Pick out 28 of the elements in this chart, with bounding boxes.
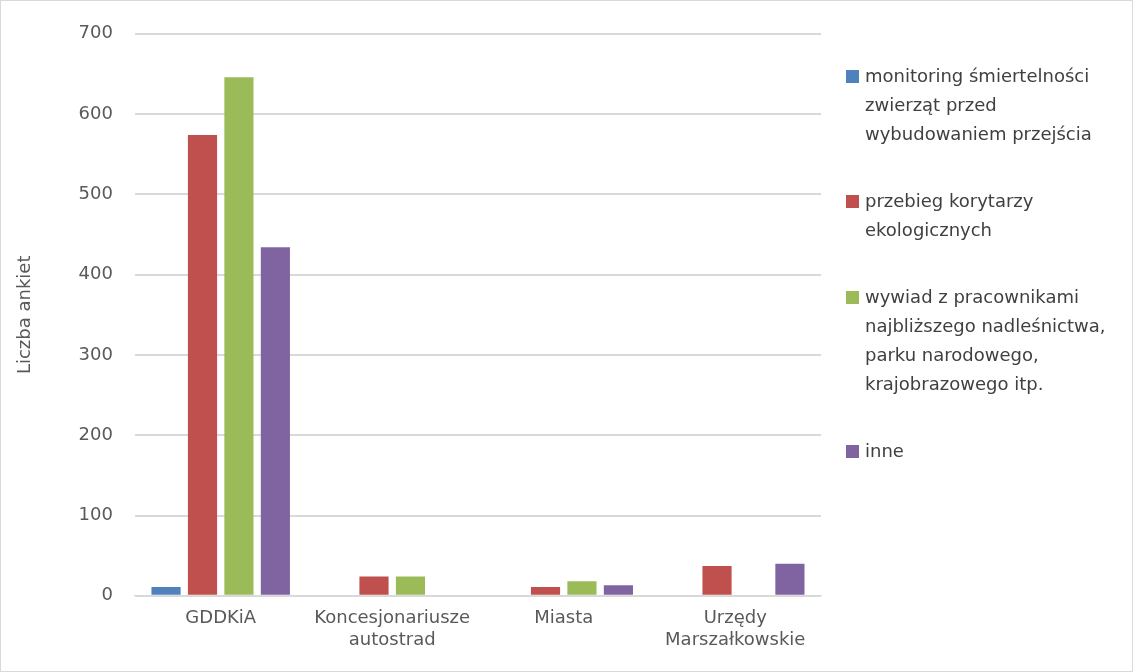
- bar: [567, 581, 597, 595]
- y-axis-title: Liczba ankiet: [13, 255, 35, 375]
- bar: [187, 134, 218, 595]
- y-tick-label: 300: [78, 342, 113, 364]
- y-tick-label: 600: [78, 101, 113, 123]
- bar: [151, 586, 181, 595]
- x-tick-label: GDDKiA: [185, 606, 257, 628]
- bar: [359, 576, 389, 595]
- y-tick-label: 0: [101, 583, 113, 605]
- bar: [395, 576, 426, 595]
- x-tick-label: Miasta: [534, 606, 594, 628]
- x-tick-label: Koncesjonariusze autostrad: [314, 606, 471, 649]
- y-tick-label: 100: [78, 503, 113, 525]
- legend-label: przebieg korytarzy ekologicznych: [865, 189, 1035, 242]
- bar: [775, 563, 805, 595]
- y-tick-label: 700: [78, 21, 113, 43]
- bar: [702, 566, 732, 595]
- legend-label: inne: [865, 439, 904, 463]
- y-tick-label: 500: [78, 182, 113, 204]
- bar: [224, 77, 254, 595]
- bar: [603, 585, 633, 595]
- legend-label: wywiad z pracownikami najbliższego nadleśnictwa, parku narodowego, krajobrazowego itp.: [865, 285, 1107, 396]
- y-tick-label: 400: [78, 262, 113, 284]
- legend-label: monitoring śmiertelności zwierząt przed wybudowaniem przejścia: [865, 64, 1093, 146]
- y-tick-label: 200: [78, 422, 113, 444]
- bar: [530, 586, 561, 595]
- x-tick-label: Urzędy Marszałkowskie: [665, 606, 806, 649]
- bar: [260, 247, 290, 595]
